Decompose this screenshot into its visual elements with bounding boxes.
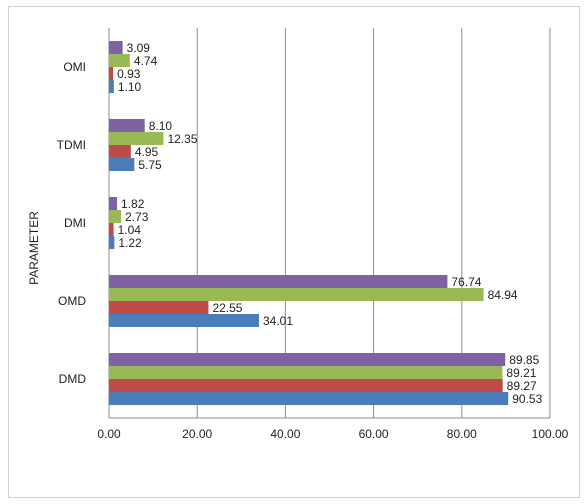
category-label: TDMI xyxy=(57,138,86,152)
bar xyxy=(109,197,118,210)
bar xyxy=(109,392,509,405)
category-label: DMD xyxy=(59,372,87,386)
bar xyxy=(109,314,259,327)
data-label: 89.21 xyxy=(506,366,536,380)
x-tick-label: 80.00 xyxy=(447,427,477,441)
bar xyxy=(109,119,145,132)
x-tick-label: 60.00 xyxy=(359,427,389,441)
x-tick-label: 100.00 xyxy=(532,427,569,441)
category-label: OMD xyxy=(58,294,86,308)
data-label: 12.35 xyxy=(167,132,197,146)
data-label: 3.09 xyxy=(127,41,151,55)
data-label: 5.75 xyxy=(138,158,162,172)
data-label: 22.55 xyxy=(212,301,242,315)
x-tick-label: 40.00 xyxy=(270,427,300,441)
bar xyxy=(109,145,131,158)
category-label: DMI xyxy=(64,216,86,230)
data-label: 90.53 xyxy=(512,392,542,406)
data-label: 1.82 xyxy=(121,197,145,211)
bar xyxy=(109,379,503,392)
data-label: 0.93 xyxy=(117,67,141,81)
bar xyxy=(109,158,135,171)
bar xyxy=(109,275,448,288)
bar xyxy=(109,288,484,301)
bar xyxy=(109,301,209,314)
data-label: 76.74 xyxy=(451,275,481,289)
bar xyxy=(109,210,122,223)
bar xyxy=(109,67,114,80)
chart-frame xyxy=(8,6,580,498)
bar xyxy=(109,54,130,67)
bar xyxy=(109,80,114,93)
bar xyxy=(109,366,503,379)
data-label: 89.85 xyxy=(509,353,539,367)
x-tick-label: 0.00 xyxy=(97,427,121,441)
bar xyxy=(109,236,115,249)
x-tick-label: 20.00 xyxy=(182,427,212,441)
data-label: 4.95 xyxy=(135,145,159,159)
data-label: 1.22 xyxy=(118,236,142,250)
category-label: OMI xyxy=(63,60,86,74)
y-axis-title: PARAMETER xyxy=(27,211,41,285)
bar xyxy=(109,132,164,145)
bar xyxy=(109,223,114,236)
data-label: 84.94 xyxy=(488,288,518,302)
bar xyxy=(109,353,506,366)
data-label: 8.10 xyxy=(149,119,173,133)
bar xyxy=(109,41,123,54)
data-label: 1.10 xyxy=(118,80,142,94)
data-label: 4.74 xyxy=(134,54,158,68)
data-label: 1.04 xyxy=(118,223,142,237)
data-label: 89.27 xyxy=(507,379,537,393)
data-label: 34.01 xyxy=(263,314,293,328)
data-label: 2.73 xyxy=(125,210,149,224)
